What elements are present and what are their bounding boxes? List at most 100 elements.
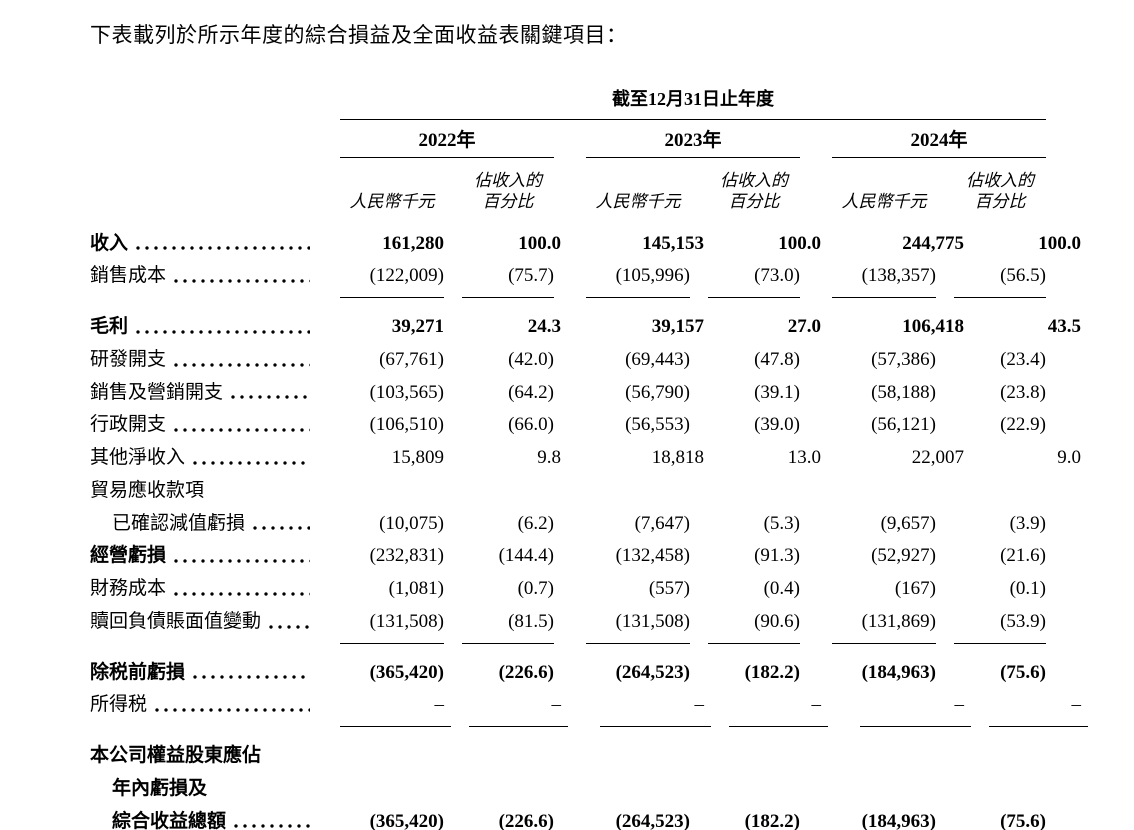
value-cell: 161,280 [382,232,444,254]
value-cell: (264,523) [615,661,690,683]
dot-leader [234,824,310,829]
row-label: 財務成本 [90,577,340,601]
row-label-text: 已確認減值虧損 [112,512,246,534]
row-label-text: 本公司權益股東應佔 [90,745,262,766]
row-label-text: 貿易應收款項 [90,479,205,501]
dot-leader [174,428,310,432]
value-cell: (138,357) [832,264,936,298]
table-row: 其他淨收入 15,809 9.8 18,818 13.0 22,007 9.0 [90,446,1081,470]
value-cell: (53.9) [954,610,1046,644]
row-label-text: 所得税 [90,694,148,716]
value-cell: (0.4) [763,578,800,599]
value-cell: (226.6) [498,661,554,683]
value-cell: (21.6) [1000,545,1046,567]
col-header-rmb-2023: 人民幣千元 [595,191,681,211]
value-cell: (122,009) [340,264,444,298]
row-label-text: 財務成本 [90,578,167,599]
pct-header-line2: 百分比 [974,191,1026,211]
value-cell: (23.4) [1000,348,1046,370]
value-cell: – [600,693,711,727]
row-label: 贖回負債賬面值變動 [90,610,340,634]
row-label-text: 銷售及營銷開支 [90,381,224,403]
value-cell: (75.7) [462,264,554,298]
value-cell: (365,420) [340,810,444,830]
table-row: 綜合收益總額 (365,420) (226.6) (264,523) (182.2) (1… [90,810,1046,830]
col-header-pct-2022: 佔收入的 百分比 [462,170,554,212]
col-header-rmb-2022: 人民幣千元 [349,191,435,211]
dot-leader [193,675,310,680]
value-cell: – [989,693,1088,727]
row-label-text: 毛利 [90,316,129,337]
value-cell: – [729,693,828,727]
table-row: 收入 161,280 100.0 145,153 100.0 244,775 100.0 [90,232,1081,256]
value-cell: 9.8 [537,447,561,468]
dot-leader [269,624,310,629]
value-cell: – [860,693,971,727]
value-cell: 100.0 [518,232,561,254]
value-cell: – [340,693,451,727]
value-cell: (105,996) [586,264,690,298]
year-header-row: 2022年 2023年 2024年 [90,129,1046,158]
table-row: 財務成本 (1,081) (0.7) (557) (0.4) (167) (0.1) [90,577,1046,601]
value-cell: (69,443) [625,348,690,370]
row-label: 其他淨收入 [90,446,340,470]
value-cell: (0.7) [517,578,554,599]
column-header-row: 人民幣千元 佔收入的 百分比 人民幣千元 佔收入的 百分比 人民幣千元 佔收入的… [90,170,1046,212]
value-cell: (5.3) [763,512,800,534]
table-row: 貿易應收款項 [90,479,1046,503]
value-cell: (81.5) [462,610,554,644]
value-cell: (56,121) [871,414,936,436]
value-cell: 24.3 [527,316,561,337]
row-label-text: 除税前虧損 [90,661,186,683]
value-cell: 39,157 [651,316,704,337]
value-cell: (226.6) [462,810,554,830]
row-label: 綜合收益總額 [90,810,340,830]
value-cell: (56,553) [625,414,690,436]
value-cell: (184,963) [832,810,936,830]
value-cell: (10,075) [379,512,444,534]
pct-header-line1: 佔收入的 [966,170,1034,190]
value-cell: (75.6) [1000,661,1046,683]
value-cell: (131,869) [832,610,936,644]
value-cell: (58,188) [871,381,936,403]
col-header-pct-2023: 佔收入的 百分比 [708,170,800,212]
value-cell: (6.2) [517,512,554,534]
value-cell: (103,565) [369,381,444,403]
period-header: 截至12月31日止年度 [340,88,1046,120]
table-row: 經營虧損 (232,831) (144.4) (132,458) (91.3) (52,9… [90,544,1046,568]
value-cell: (39.1) [754,381,800,403]
year-header-2023: 2023年 [586,129,800,158]
value-cell: (39.0) [754,414,800,436]
value-cell: (47.8) [754,348,800,370]
dot-leader [155,708,310,712]
row-label: 毛利 [90,315,340,339]
row-label: 銷售成本 [90,264,340,288]
table-body: 收入 161,280 100.0 145,153 100.0 244,775 100.0 銷售… [90,232,1088,830]
row-label-text: 贖回負債賬面值變動 [90,610,262,632]
value-cell: (132,458) [615,545,690,567]
value-cell: 100.0 [778,232,821,254]
value-cell: (184,963) [861,661,936,683]
value-cell: (56,790) [625,381,690,403]
value-cell: (66.0) [508,414,554,436]
value-cell: (22.9) [1000,414,1046,436]
col-header-pct-2024: 佔收入的 百分比 [954,170,1046,212]
table-row: 行政開支 (106,510) (66.0) (56,553) (39.0) (56,121… [90,413,1046,437]
value-cell: – [469,693,568,727]
row-label-text: 研發開支 [90,348,167,370]
value-cell: (0.1) [1009,578,1046,599]
table-row: 銷售成本 (122,009) (75.7) (105,996) (73.0) (138,3… [90,264,1046,298]
value-cell: (9,657) [880,512,936,534]
value-cell: 15,809 [391,447,444,468]
intro-text: 下表載列於所示年度的綜合損益及全面收益表關鍵項目： [90,23,628,47]
table-row: 本公司權益股東應佔 [90,744,1046,768]
value-cell: 27.0 [787,316,821,337]
pct-header-line1: 佔收入的 [474,170,542,190]
dot-leader [174,591,310,596]
value-cell: (91.3) [754,545,800,567]
row-label: 行政開支 [90,413,340,437]
value-cell: 39,271 [391,316,444,337]
row-label-text: 行政開支 [90,414,167,436]
row-label: 已確認減值虧損 [90,512,340,536]
year-header-2022: 2022年 [340,129,554,158]
